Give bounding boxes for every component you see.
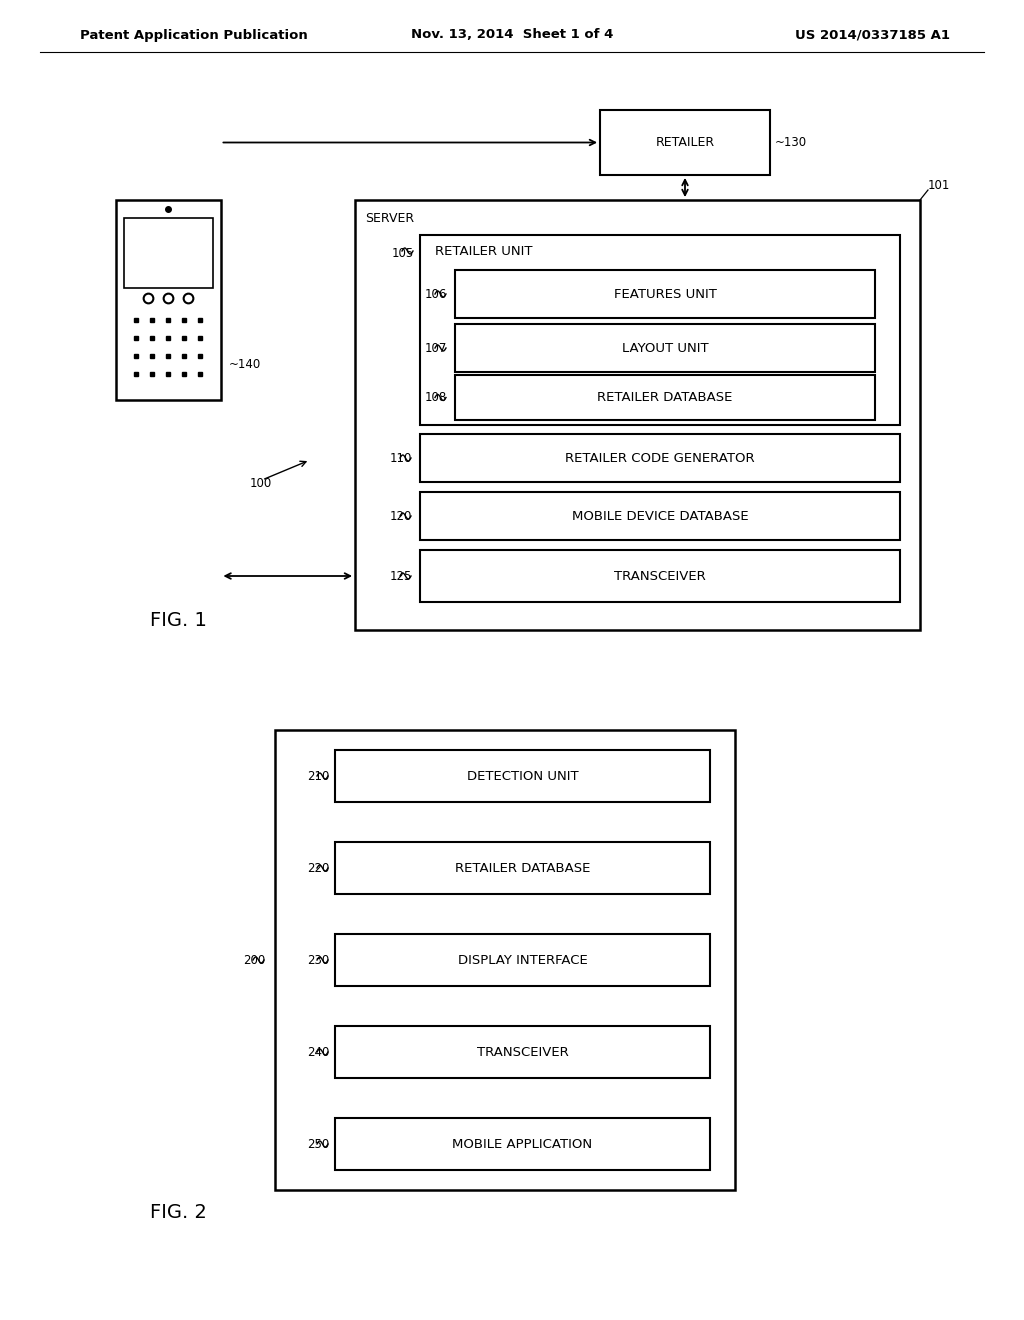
Bar — [355, 201, 920, 630]
Text: SERVER: SERVER — [365, 213, 414, 224]
Bar — [335, 842, 710, 894]
Bar — [455, 271, 874, 318]
Text: ~130: ~130 — [775, 136, 807, 149]
Text: DETECTION UNIT: DETECTION UNIT — [467, 770, 579, 783]
Text: FEATURES UNIT: FEATURES UNIT — [613, 288, 717, 301]
Text: FIG. 1: FIG. 1 — [150, 610, 207, 630]
Text: TRANSCEIVER: TRANSCEIVER — [614, 569, 706, 582]
Text: Patent Application Publication: Patent Application Publication — [80, 29, 308, 41]
Text: 120: 120 — [389, 510, 412, 523]
Text: MOBILE APPLICATION: MOBILE APPLICATION — [453, 1138, 593, 1151]
Bar — [275, 730, 735, 1191]
Text: 105: 105 — [392, 247, 414, 260]
Bar — [420, 235, 900, 425]
Text: 100: 100 — [250, 477, 272, 490]
Text: RETAILER UNIT: RETAILER UNIT — [435, 246, 532, 257]
Text: 240: 240 — [306, 1045, 329, 1059]
Text: US 2014/0337185 A1: US 2014/0337185 A1 — [795, 29, 950, 41]
Text: DISPLAY INTERFACE: DISPLAY INTERFACE — [458, 953, 588, 966]
Text: 110: 110 — [389, 451, 412, 465]
Text: 230: 230 — [307, 953, 329, 966]
Text: TRANSCEIVER: TRANSCEIVER — [476, 1045, 568, 1059]
Bar — [335, 1026, 710, 1078]
Text: ~140: ~140 — [228, 359, 261, 371]
Bar — [124, 218, 213, 288]
Bar — [335, 1118, 710, 1170]
Bar — [600, 110, 770, 176]
Text: LAYOUT UNIT: LAYOUT UNIT — [622, 342, 709, 355]
Text: 107: 107 — [425, 342, 447, 355]
Text: RETAILER CODE GENERATOR: RETAILER CODE GENERATOR — [565, 451, 755, 465]
Text: RETAILER: RETAILER — [655, 136, 715, 149]
Text: 250: 250 — [307, 1138, 329, 1151]
Text: 210: 210 — [306, 770, 329, 783]
Bar — [420, 550, 900, 602]
Bar — [335, 935, 710, 986]
Text: 106: 106 — [425, 288, 447, 301]
Text: FIG. 2: FIG. 2 — [150, 1203, 207, 1221]
Text: 220: 220 — [306, 862, 329, 874]
Text: 125: 125 — [389, 569, 412, 582]
Text: MOBILE DEVICE DATABASE: MOBILE DEVICE DATABASE — [571, 510, 749, 523]
Text: RETAILER DATABASE: RETAILER DATABASE — [455, 862, 590, 874]
Bar — [455, 323, 874, 372]
Text: 101: 101 — [928, 180, 950, 191]
Bar — [420, 434, 900, 482]
Bar — [420, 492, 900, 540]
Text: 200: 200 — [243, 953, 265, 966]
Bar — [116, 201, 220, 400]
Text: RETAILER DATABASE: RETAILER DATABASE — [597, 391, 733, 404]
Text: 108: 108 — [425, 391, 447, 404]
Bar — [335, 750, 710, 803]
Bar — [455, 375, 874, 420]
Text: Nov. 13, 2014  Sheet 1 of 4: Nov. 13, 2014 Sheet 1 of 4 — [411, 29, 613, 41]
